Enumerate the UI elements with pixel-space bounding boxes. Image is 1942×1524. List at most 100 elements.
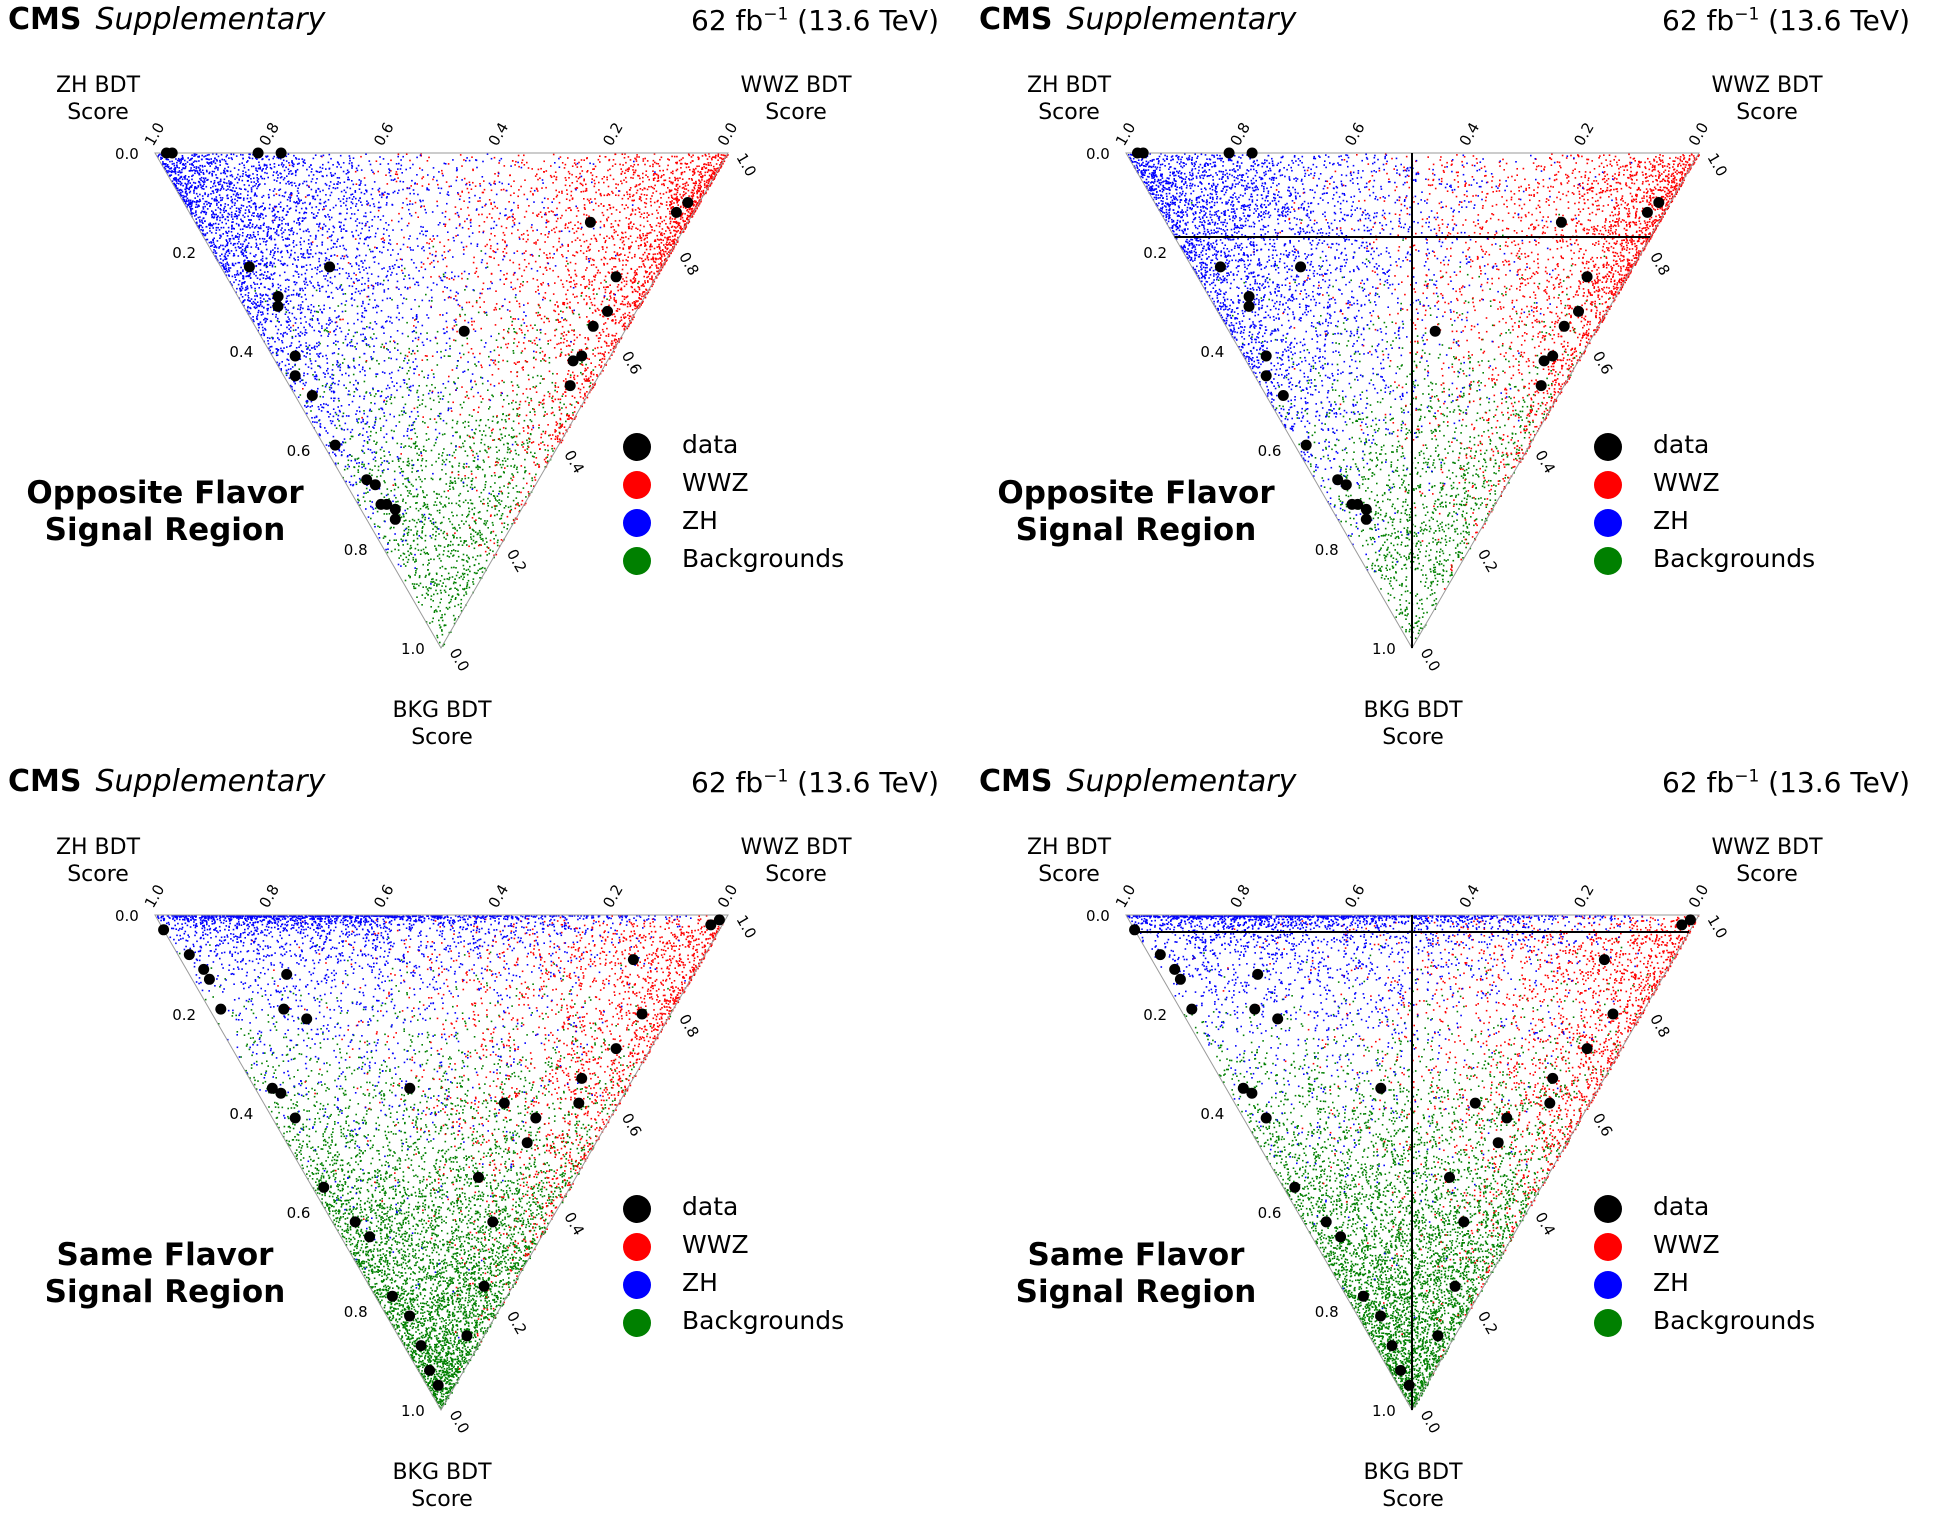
mc-point bbox=[300, 311, 303, 314]
mc-point bbox=[267, 271, 269, 273]
mc-point bbox=[562, 335, 565, 337]
mc-point bbox=[574, 187, 577, 190]
mc-point bbox=[687, 218, 689, 221]
mc-point bbox=[645, 248, 648, 251]
mc-point bbox=[490, 245, 492, 247]
mc-point bbox=[565, 198, 568, 200]
mc-point bbox=[543, 394, 546, 397]
mc-point bbox=[472, 454, 474, 457]
mc-point bbox=[719, 164, 721, 166]
mc-point bbox=[434, 538, 437, 541]
mc-point bbox=[490, 475, 493, 477]
mc-point bbox=[451, 595, 454, 597]
mc-point bbox=[438, 275, 441, 278]
mc-point bbox=[434, 442, 437, 444]
mc-point bbox=[709, 162, 712, 164]
mc-point bbox=[720, 165, 723, 167]
mc-point bbox=[525, 250, 527, 252]
mc-point bbox=[464, 319, 466, 322]
mc-point bbox=[239, 175, 242, 178]
mc-point bbox=[675, 239, 678, 242]
mc-point bbox=[371, 469, 374, 471]
mc-point bbox=[410, 553, 413, 555]
mc-point bbox=[627, 197, 629, 200]
mc-point bbox=[678, 159, 681, 162]
mc-point bbox=[426, 503, 429, 506]
mc-point bbox=[466, 583, 469, 586]
mc-point bbox=[424, 518, 426, 521]
mc-point bbox=[595, 334, 598, 337]
mc-point bbox=[603, 205, 605, 207]
mc-point bbox=[658, 251, 661, 254]
mc-point bbox=[467, 568, 470, 571]
mc-point bbox=[552, 372, 554, 375]
mc-point bbox=[491, 506, 493, 509]
mc-point bbox=[627, 170, 629, 172]
mc-point bbox=[584, 395, 586, 397]
mc-point bbox=[263, 238, 266, 240]
mc-point bbox=[558, 240, 560, 243]
mc-point bbox=[582, 190, 585, 193]
mc-point bbox=[633, 223, 635, 225]
mc-point bbox=[558, 431, 561, 434]
mc-point bbox=[522, 281, 524, 283]
mc-point bbox=[670, 203, 673, 206]
mc-point bbox=[352, 373, 355, 376]
mc-point bbox=[295, 209, 297, 212]
mc-point bbox=[685, 226, 688, 228]
mc-point bbox=[667, 208, 669, 210]
mc-point bbox=[423, 205, 425, 208]
mc-point bbox=[660, 262, 662, 264]
mc-point bbox=[501, 460, 504, 462]
mc-point bbox=[623, 243, 626, 246]
mc-point bbox=[571, 198, 574, 200]
mc-point bbox=[419, 520, 421, 523]
mc-point bbox=[229, 281, 231, 283]
mc-point bbox=[637, 163, 639, 166]
mc-point bbox=[310, 410, 312, 412]
mc-point bbox=[639, 196, 642, 199]
mc-point bbox=[649, 272, 651, 274]
mc-point bbox=[478, 466, 480, 468]
mc-point bbox=[633, 316, 635, 318]
mc-point bbox=[479, 450, 481, 453]
mc-point bbox=[599, 192, 602, 195]
mc-point bbox=[611, 342, 614, 345]
mc-point bbox=[587, 245, 590, 248]
mc-point bbox=[638, 184, 640, 186]
mc-point bbox=[687, 189, 690, 192]
mc-point bbox=[475, 300, 478, 302]
mc-point bbox=[494, 482, 496, 484]
mc-point bbox=[431, 369, 433, 371]
mc-point bbox=[586, 396, 589, 399]
mc-point bbox=[515, 160, 517, 163]
mc-point bbox=[443, 355, 446, 357]
mc-point bbox=[443, 504, 446, 507]
mc-point bbox=[495, 553, 498, 556]
mc-point bbox=[450, 540, 452, 543]
mc-point bbox=[594, 165, 597, 168]
mc-point bbox=[245, 288, 248, 291]
mc-point bbox=[418, 305, 420, 308]
mc-point bbox=[389, 239, 391, 241]
mc-point bbox=[530, 397, 532, 400]
mc-point bbox=[617, 284, 620, 286]
mc-point bbox=[427, 374, 430, 377]
mc-point bbox=[351, 345, 354, 347]
mc-point bbox=[363, 288, 366, 291]
mc-point bbox=[529, 254, 532, 256]
mc-point bbox=[621, 241, 624, 244]
mc-point bbox=[603, 279, 606, 282]
mc-point bbox=[652, 279, 654, 281]
mc-point bbox=[482, 489, 485, 491]
mc-point bbox=[485, 537, 487, 540]
mc-point bbox=[236, 181, 239, 184]
mc-point bbox=[469, 570, 471, 573]
mc-point bbox=[489, 539, 492, 542]
mc-point bbox=[543, 415, 545, 417]
mc-point bbox=[386, 513, 388, 515]
mc-point bbox=[450, 598, 452, 601]
mc-point bbox=[537, 289, 539, 291]
mc-point bbox=[701, 195, 704, 197]
mc-point bbox=[407, 477, 409, 479]
